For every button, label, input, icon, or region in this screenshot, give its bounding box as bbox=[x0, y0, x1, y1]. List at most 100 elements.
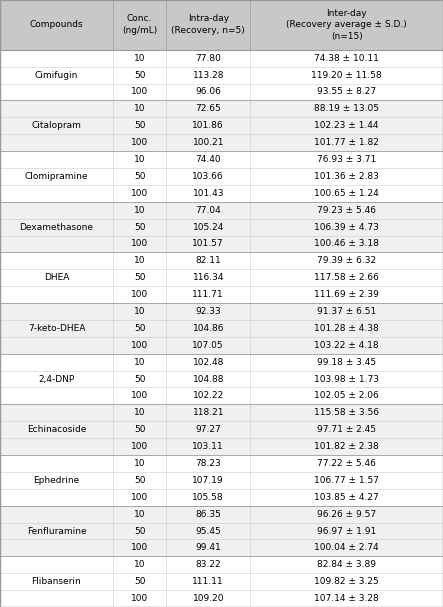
Text: 50: 50 bbox=[134, 375, 145, 384]
Text: 79.23 ± 5.46: 79.23 ± 5.46 bbox=[317, 206, 376, 215]
Text: 50: 50 bbox=[134, 425, 145, 434]
Text: Fenfluramine: Fenfluramine bbox=[27, 526, 86, 535]
Bar bbox=[0, 506, 443, 523]
Bar bbox=[0, 455, 443, 472]
Text: Compounds: Compounds bbox=[30, 21, 83, 29]
Text: Ephedrine: Ephedrine bbox=[33, 476, 80, 485]
Text: Intra-day
(Recovery, n=5): Intra-day (Recovery, n=5) bbox=[171, 15, 245, 35]
Text: 10: 10 bbox=[134, 104, 145, 114]
Text: 115.58 ± 3.56: 115.58 ± 3.56 bbox=[314, 409, 379, 418]
Text: 103.98 ± 1.73: 103.98 ± 1.73 bbox=[314, 375, 379, 384]
Bar bbox=[0, 354, 443, 371]
Text: 10: 10 bbox=[134, 560, 145, 569]
Text: 50: 50 bbox=[134, 324, 145, 333]
Text: 101.43: 101.43 bbox=[192, 189, 224, 198]
Text: 97.71 ± 2.45: 97.71 ± 2.45 bbox=[317, 425, 376, 434]
Bar bbox=[0, 0, 443, 50]
Text: Clomipramine: Clomipramine bbox=[25, 172, 88, 181]
Text: 77.04: 77.04 bbox=[195, 206, 221, 215]
Text: 10: 10 bbox=[134, 53, 145, 63]
Text: 105.24: 105.24 bbox=[193, 223, 224, 232]
Text: 10: 10 bbox=[134, 510, 145, 518]
Bar bbox=[0, 286, 443, 303]
Bar bbox=[0, 117, 443, 134]
Text: 100.65 ± 1.24: 100.65 ± 1.24 bbox=[314, 189, 379, 198]
Text: 104.88: 104.88 bbox=[192, 375, 224, 384]
Text: 93.55 ± 8.27: 93.55 ± 8.27 bbox=[317, 87, 376, 97]
Text: 119.20 ± 11.58: 119.20 ± 11.58 bbox=[311, 70, 382, 80]
Bar bbox=[0, 337, 443, 354]
Bar bbox=[0, 84, 443, 100]
Text: 7-keto-DHEA: 7-keto-DHEA bbox=[28, 324, 85, 333]
Text: 107.05: 107.05 bbox=[192, 341, 224, 350]
Text: 97.27: 97.27 bbox=[195, 425, 221, 434]
Text: 111.11: 111.11 bbox=[192, 577, 224, 586]
Bar bbox=[0, 185, 443, 202]
Bar bbox=[0, 557, 443, 573]
Text: 50: 50 bbox=[134, 172, 145, 181]
Text: Cimifugin: Cimifugin bbox=[35, 70, 78, 80]
Text: 109.20: 109.20 bbox=[192, 594, 224, 603]
Text: 77.80: 77.80 bbox=[195, 53, 221, 63]
Bar bbox=[0, 151, 443, 168]
Bar bbox=[0, 219, 443, 236]
Text: 83.22: 83.22 bbox=[195, 560, 221, 569]
Bar bbox=[0, 371, 443, 387]
Text: 2,4-DNP: 2,4-DNP bbox=[39, 375, 74, 384]
Bar bbox=[0, 421, 443, 438]
Text: 50: 50 bbox=[134, 70, 145, 80]
Text: 76.93 ± 3.71: 76.93 ± 3.71 bbox=[317, 155, 376, 164]
Text: 111.69 ± 2.39: 111.69 ± 2.39 bbox=[314, 290, 379, 299]
Text: 102.05 ± 2.06: 102.05 ± 2.06 bbox=[314, 392, 379, 401]
Bar bbox=[0, 100, 443, 117]
Text: 10: 10 bbox=[134, 459, 145, 468]
Text: 99.41: 99.41 bbox=[195, 543, 221, 552]
Text: 116.34: 116.34 bbox=[192, 273, 224, 282]
Text: 100: 100 bbox=[131, 290, 148, 299]
Bar bbox=[0, 489, 443, 506]
Text: 10: 10 bbox=[134, 307, 145, 316]
Text: 79.39 ± 6.32: 79.39 ± 6.32 bbox=[317, 256, 376, 265]
Text: 102.23 ± 1.44: 102.23 ± 1.44 bbox=[315, 121, 379, 131]
Text: 100: 100 bbox=[131, 87, 148, 97]
Bar bbox=[0, 523, 443, 540]
Text: 101.77 ± 1.82: 101.77 ± 1.82 bbox=[314, 138, 379, 147]
Bar bbox=[0, 253, 443, 270]
Text: 74.40: 74.40 bbox=[195, 155, 221, 164]
Text: 82.11: 82.11 bbox=[195, 256, 221, 265]
Text: 106.77 ± 1.57: 106.77 ± 1.57 bbox=[314, 476, 379, 485]
Text: 91.37 ± 6.51: 91.37 ± 6.51 bbox=[317, 307, 376, 316]
Text: 100: 100 bbox=[131, 442, 148, 451]
Text: 50: 50 bbox=[134, 273, 145, 282]
Text: 96.06: 96.06 bbox=[195, 87, 221, 97]
Bar bbox=[0, 404, 443, 421]
Text: DHEA: DHEA bbox=[44, 273, 69, 282]
Text: 74.38 ± 10.11: 74.38 ± 10.11 bbox=[314, 53, 379, 63]
Text: 78.23: 78.23 bbox=[195, 459, 221, 468]
Text: 96.97 ± 1.91: 96.97 ± 1.91 bbox=[317, 526, 376, 535]
Text: 100.04 ± 2.74: 100.04 ± 2.74 bbox=[315, 543, 379, 552]
Text: 50: 50 bbox=[134, 476, 145, 485]
Text: 100: 100 bbox=[131, 392, 148, 401]
Text: 82.84 ± 3.89: 82.84 ± 3.89 bbox=[317, 560, 376, 569]
Bar bbox=[0, 168, 443, 185]
Text: 102.48: 102.48 bbox=[193, 358, 224, 367]
Text: 100: 100 bbox=[131, 239, 148, 248]
Bar bbox=[0, 472, 443, 489]
Text: Flibanserin: Flibanserin bbox=[31, 577, 82, 586]
Text: 96.26 ± 9.57: 96.26 ± 9.57 bbox=[317, 510, 376, 518]
Text: 10: 10 bbox=[134, 409, 145, 418]
Text: 105.58: 105.58 bbox=[192, 493, 224, 502]
Text: Citalopram: Citalopram bbox=[31, 121, 82, 131]
Text: 103.66: 103.66 bbox=[192, 172, 224, 181]
Bar bbox=[0, 202, 443, 219]
Text: 10: 10 bbox=[134, 358, 145, 367]
Bar bbox=[0, 540, 443, 557]
Bar bbox=[0, 590, 443, 607]
Text: 100: 100 bbox=[131, 189, 148, 198]
Text: 117.58 ± 2.66: 117.58 ± 2.66 bbox=[314, 273, 379, 282]
Text: 101.36 ± 2.83: 101.36 ± 2.83 bbox=[314, 172, 379, 181]
Text: 107.14 ± 3.28: 107.14 ± 3.28 bbox=[314, 594, 379, 603]
Text: 100.21: 100.21 bbox=[192, 138, 224, 147]
Text: 103.22 ± 4.18: 103.22 ± 4.18 bbox=[315, 341, 379, 350]
